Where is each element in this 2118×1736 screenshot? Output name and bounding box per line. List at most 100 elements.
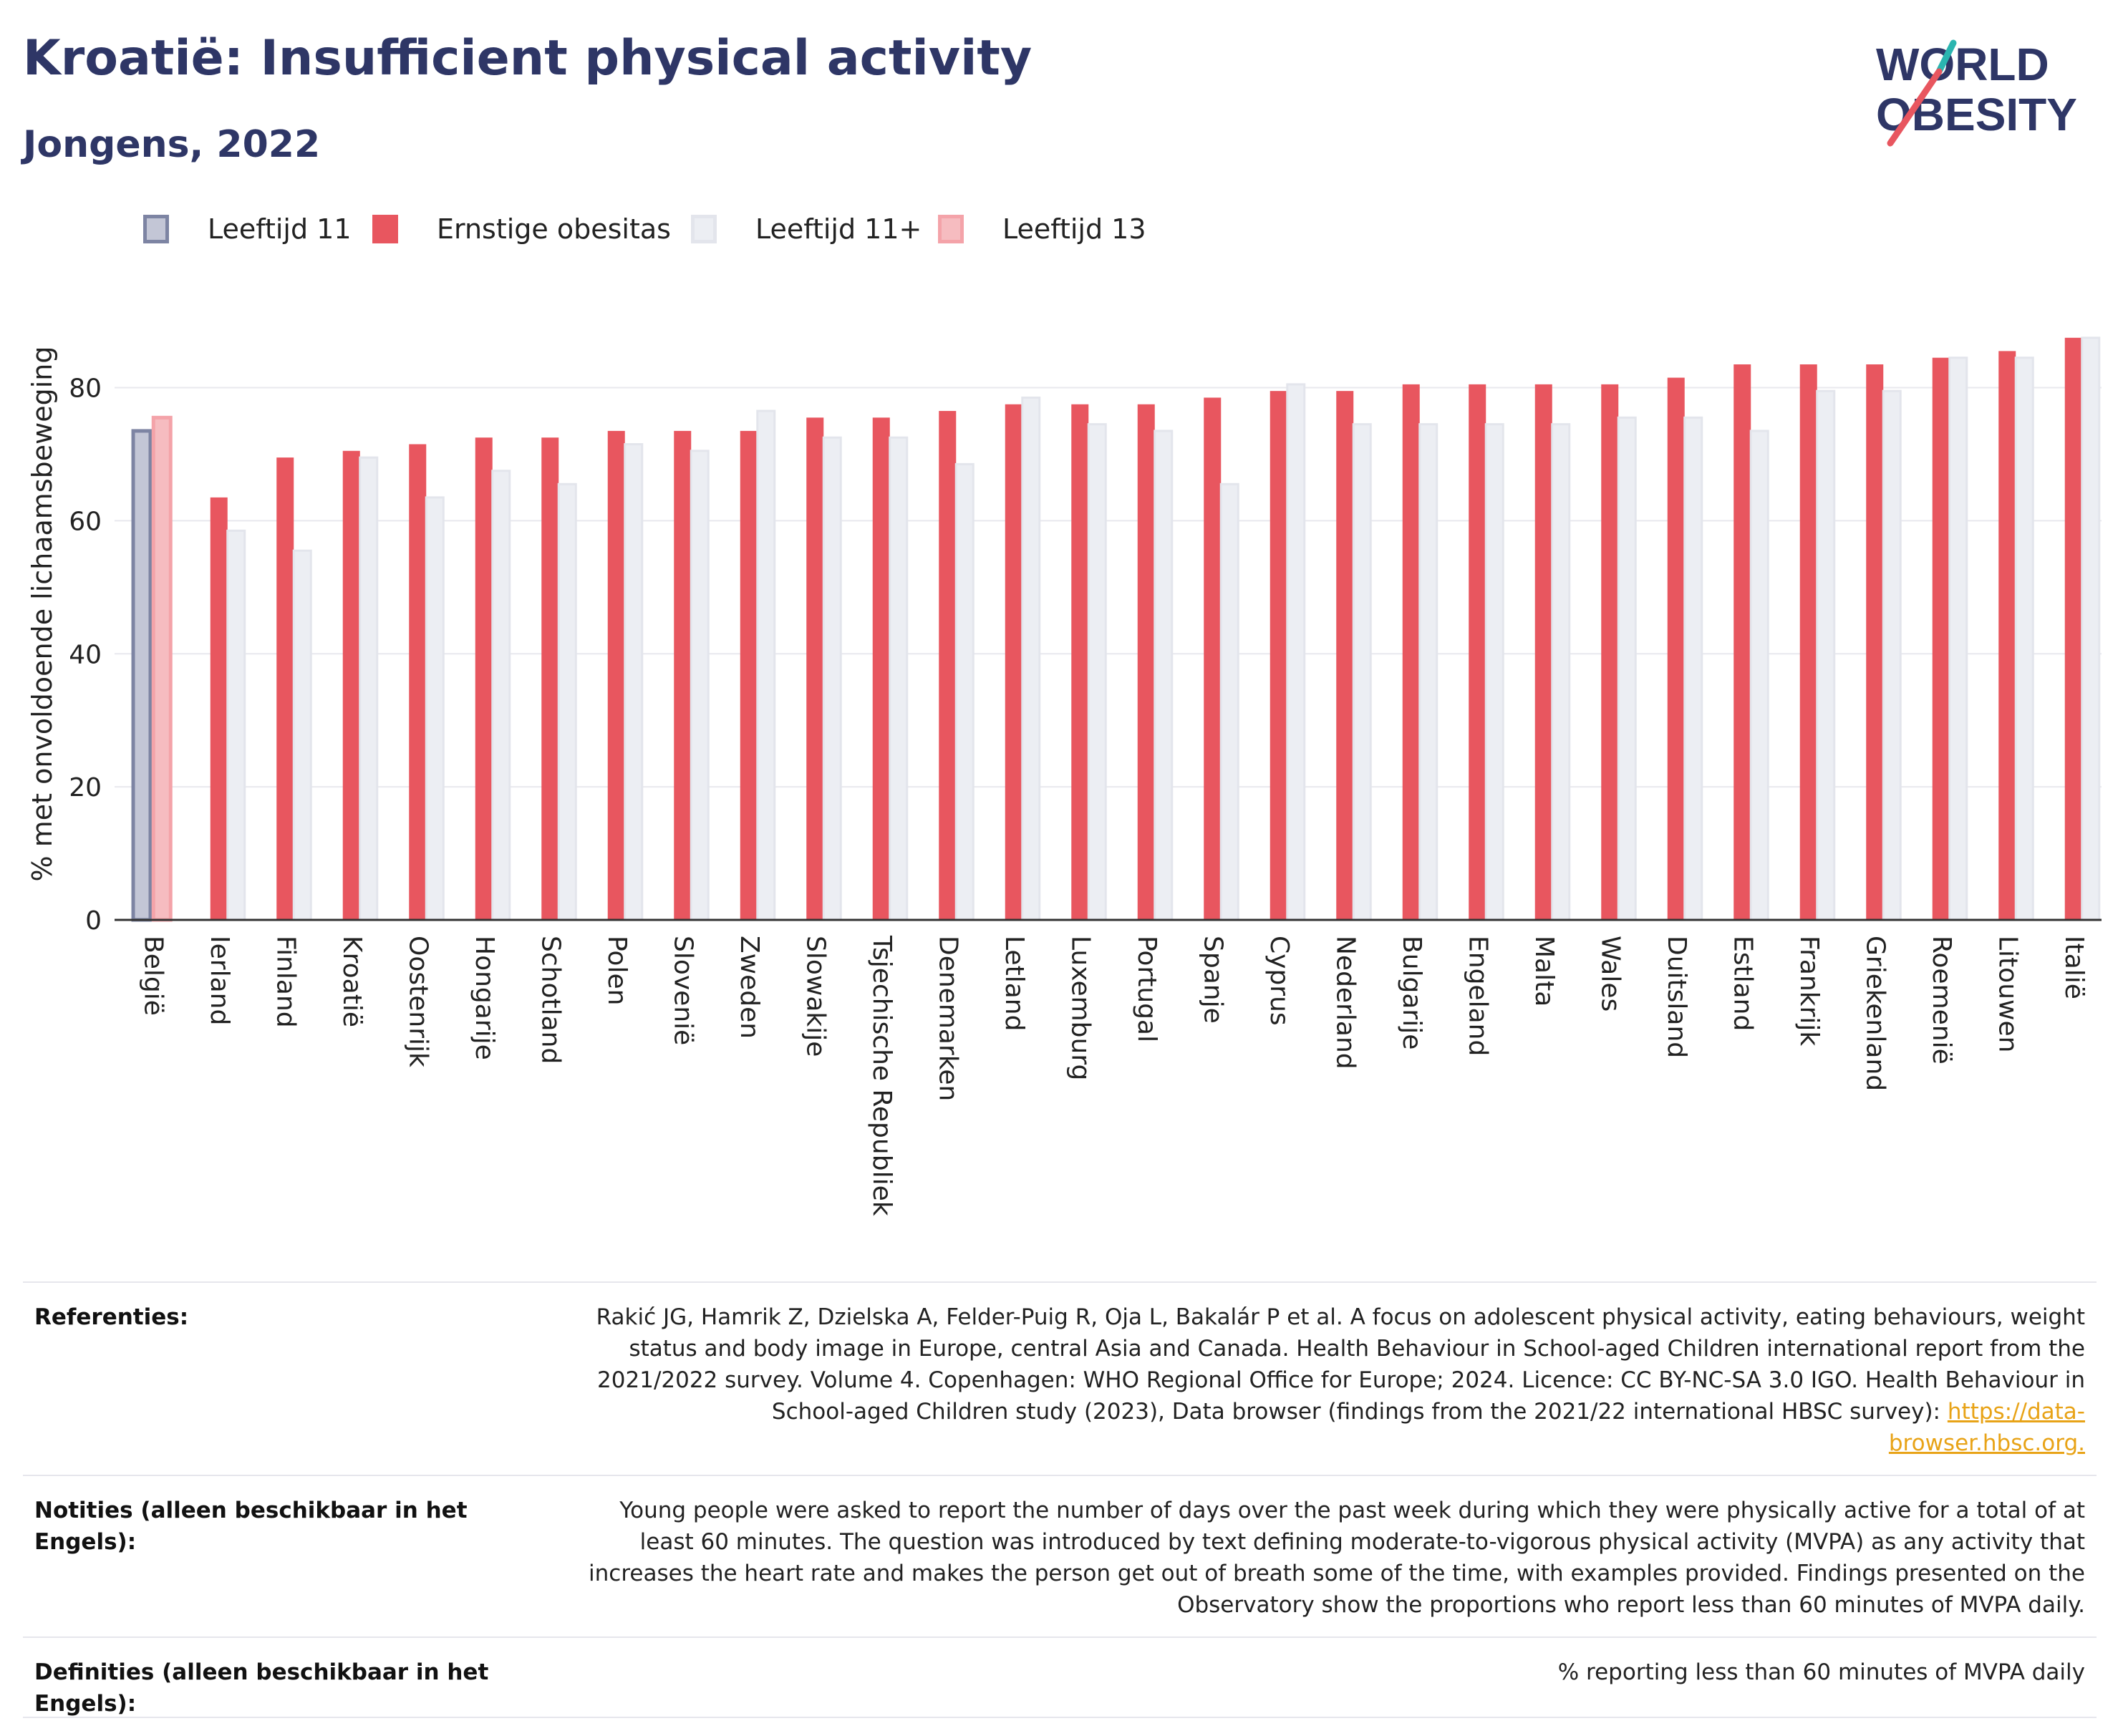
- bar-leeftijd-11-: [1219, 483, 1239, 921]
- bar-ernstige-obesitas: [1469, 384, 1486, 920]
- bar-leeftijd-11-: [1551, 423, 1571, 921]
- bar-ernstige-obesitas: [607, 430, 625, 920]
- bar-ernstige-obesitas: [740, 430, 758, 920]
- x-tick-label: Oostenrijk: [403, 936, 432, 1067]
- x-tick-label: Zweden: [735, 936, 764, 1039]
- definitions-row: Definities (alleen beschikbaar in het En…: [23, 1636, 2097, 1718]
- x-tick-label: Frankrijk: [1794, 936, 1824, 1046]
- y-tick-label: 0: [85, 906, 102, 936]
- bar-leeftijd-11-: [1154, 430, 1174, 921]
- x-tick-label: Hongarije: [470, 936, 499, 1060]
- bar-leeftijd-13: [151, 415, 173, 922]
- legend-label: Leeftijd 13: [1002, 213, 1146, 245]
- x-tick-label: Luxemburg: [1065, 936, 1095, 1080]
- x-tick-label: Schotland: [536, 936, 565, 1064]
- bar-ernstige-obesitas: [939, 411, 957, 920]
- y-axis-label: % met onvoldoende lichaamsbeweging: [26, 346, 58, 882]
- x-tick-label: Slowakije: [801, 936, 830, 1057]
- bar-leeftijd-11-: [756, 409, 776, 921]
- x-tick-label: Denemarken: [933, 936, 962, 1101]
- bar-ernstige-obesitas: [1932, 357, 1950, 921]
- bar-leeftijd-11-: [1021, 396, 1041, 921]
- page-subtitle: Jongens, 2022: [23, 123, 321, 166]
- legend-swatch: [691, 215, 717, 243]
- bar-leeftijd-11-: [1948, 357, 1968, 921]
- bar-ernstige-obesitas: [1601, 384, 1619, 920]
- bar-leeftijd-11-: [425, 496, 445, 921]
- bar-ernstige-obesitas: [1270, 391, 1287, 920]
- bar-ernstige-obesitas: [475, 437, 493, 920]
- references-row: Referenties: Rakić JG, Hamrik Z, Dzielsk…: [23, 1281, 2097, 1475]
- bar-leeftijd-11-: [1087, 423, 1107, 921]
- bar-leeftijd-11-: [1286, 383, 1306, 921]
- bar-ernstige-obesitas: [276, 457, 294, 920]
- y-tick-label: 40: [69, 640, 102, 669]
- bar-leeftijd-11-: [1683, 416, 1703, 921]
- bar-ernstige-obesitas: [1799, 364, 1817, 920]
- hbsc-data-browser-link[interactable]: https://data-browser.hbsc.org.: [1888, 1399, 2085, 1456]
- bar-ernstige-obesitas: [1998, 351, 2016, 920]
- bar-leeftijd-11-: [1418, 423, 1438, 921]
- x-tick-label: Wales: [1595, 936, 1625, 1012]
- bar-ernstige-obesitas: [872, 417, 890, 920]
- bar-leeftijd-11-: [1816, 389, 1836, 921]
- x-tick-label: Polen: [602, 936, 632, 1005]
- bar-leeftijd-11-: [2014, 357, 2034, 921]
- x-tick-label: Malta: [1529, 936, 1559, 1007]
- bar-ernstige-obesitas: [2064, 337, 2082, 920]
- x-tick-label: Cyprus: [1264, 936, 1294, 1026]
- bar-ernstige-obesitas: [1733, 364, 1751, 920]
- legend-swatch: [372, 215, 398, 243]
- x-tick-label: Roemenië: [1927, 936, 1956, 1065]
- legend-swatch: [143, 215, 169, 243]
- world-obesity-logo: WORLD OBESITY: [1876, 39, 2077, 147]
- bar-leeftijd-11-: [1617, 416, 1637, 921]
- x-tick-label: Italië: [2059, 936, 2089, 999]
- bar-leeftijd-11-: [1749, 430, 1769, 921]
- bar-leeftijd-11-: [1882, 389, 1902, 921]
- definitions-label: Definities (alleen beschikbaar in het En…: [34, 1659, 489, 1717]
- notes-row: Notities (alleen beschikbaar in het Enge…: [23, 1475, 2097, 1636]
- bar-leeftijd-11-: [1352, 423, 1372, 921]
- bar-ernstige-obesitas: [1137, 404, 1155, 920]
- legend-label: Leeftijd 11: [208, 213, 352, 245]
- x-tick-label: Ierland: [205, 936, 234, 1025]
- legend-label: Ernstige obesitas: [437, 213, 671, 245]
- legend-swatch: [938, 215, 964, 243]
- bar-leeftijd-11-: [624, 443, 644, 921]
- bar-ernstige-obesitas: [1667, 377, 1685, 920]
- bar-leeftijd-11-: [226, 529, 246, 921]
- bar-ernstige-obesitas: [210, 497, 228, 920]
- bar-leeftijd-11-: [292, 549, 312, 921]
- bar-ernstige-obesitas: [342, 450, 360, 920]
- notes-text: Young people were asked to report the nu…: [589, 1498, 2085, 1618]
- bar-leeftijd-11-: [2081, 336, 2101, 921]
- bar-leeftijd-11-: [954, 462, 975, 921]
- bar-leeftijd-11-: [491, 470, 511, 921]
- x-tick-label: Finland: [271, 936, 300, 1028]
- bar-chart: 0 20 40 60 80 % met onvoldoende lichaamsbeweg…: [26, 336, 2102, 1216]
- definitions-text: % reporting less than 60 minutes of MVPA…: [1557, 1659, 2085, 1685]
- legend-label: Leeftijd 11+: [755, 213, 922, 245]
- x-tick-label: België: [138, 936, 168, 1016]
- bar-leeftijd-11-: [359, 456, 379, 921]
- references-citation: Rakić JG, Hamrik Z, Dzielska A, Felder-P…: [596, 1304, 2085, 1425]
- x-tick-label: Letland: [1000, 936, 1029, 1031]
- bar-leeftijd-11: [131, 429, 153, 922]
- y-tick-label: 20: [69, 773, 102, 802]
- bar-ernstige-obesitas: [1866, 364, 1884, 920]
- bar-leeftijd-11-: [822, 436, 842, 921]
- x-tick-label: Duitsland: [1662, 936, 1691, 1058]
- x-tick-label: Nederland: [1330, 936, 1360, 1070]
- x-tick-label: Engeland: [1463, 936, 1492, 1056]
- page-title: Kroatië: Insufficient physical activity: [23, 30, 1033, 87]
- bar-ernstige-obesitas: [1005, 404, 1022, 920]
- bar-ernstige-obesitas: [1534, 384, 1552, 920]
- bar-ernstige-obesitas: [1402, 384, 1420, 920]
- bar-ernstige-obesitas: [409, 444, 427, 920]
- references-text: Rakić JG, Hamrik Z, Dzielska A, Felder-P…: [581, 1283, 2097, 1475]
- bar-ernstige-obesitas: [541, 437, 559, 920]
- bar-ernstige-obesitas: [806, 417, 824, 920]
- y-tick-label: 80: [69, 374, 102, 404]
- bar-ernstige-obesitas: [674, 430, 692, 920]
